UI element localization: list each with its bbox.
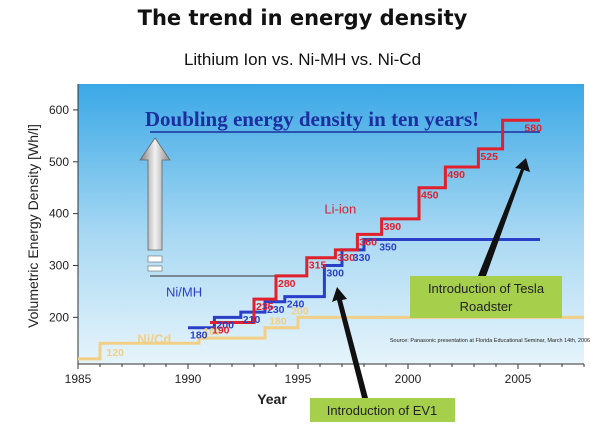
- data-label: 580: [524, 122, 542, 134]
- series-line-li-ion: [210, 118, 540, 325]
- y-tick-label: 400: [49, 207, 69, 221]
- data-label: 160: [203, 326, 221, 338]
- headline-annotation: Doubling energy density in ten years!: [145, 107, 479, 131]
- x-tick-label: 1990: [175, 372, 202, 386]
- data-label: 490: [447, 169, 465, 181]
- ev1-pointer-arrow: [332, 287, 368, 398]
- tesla-annotation-line1: Introduction of Tesla: [428, 281, 545, 296]
- y-tick-label: 500: [49, 155, 69, 169]
- data-label: 190: [212, 325, 230, 337]
- tesla-pointer-arrow: [478, 158, 530, 276]
- data-label: 230: [267, 304, 285, 316]
- tesla-annotation: Introduction of Tesla Roadster: [410, 276, 562, 318]
- tesla-annotation-line2: Roadster: [460, 299, 513, 314]
- data-label: 280: [278, 278, 296, 290]
- x-tick-label: 1985: [65, 372, 92, 386]
- data-label: 360: [359, 236, 377, 248]
- data-label: 200: [291, 305, 309, 317]
- data-label: 330: [353, 252, 371, 264]
- data-label: 180: [269, 316, 287, 328]
- x-tick-label: 2000: [395, 372, 422, 386]
- series-label: Ni/MH: [166, 285, 202, 300]
- series-label: Li-ion: [324, 202, 356, 217]
- data-label: 210: [243, 314, 261, 326]
- data-label: 300: [326, 267, 344, 279]
- ev1-annotation: Introduction of EV1: [310, 398, 455, 422]
- data-label: 525: [480, 151, 498, 163]
- x-axis-label: Year: [257, 391, 287, 407]
- y-tick-label: 200: [49, 310, 69, 324]
- data-label: 180: [190, 330, 208, 342]
- source-note: Source: Panasonic presentation at Florid…: [390, 338, 590, 344]
- y-axis-label: Volumetric Energy Density [Wh/l]: [25, 124, 41, 328]
- doubling-arrow: [139, 137, 171, 272]
- series-line-ni-cd: [78, 315, 584, 361]
- data-label: 330: [337, 252, 355, 264]
- series-label: Ni/Cd: [137, 331, 171, 346]
- data-label: 390: [384, 221, 402, 233]
- data-label: 235: [256, 301, 274, 313]
- axes: 1985 1990 1995 2000 2005 200 300 400 500 600: [49, 84, 585, 386]
- x-tick-label: 2005: [505, 372, 532, 386]
- y-tick-label: 600: [49, 103, 69, 117]
- ev1-annotation-text: Introduction of EV1: [327, 403, 438, 418]
- data-label: 120: [106, 347, 124, 359]
- x-tick-label: 1995: [285, 372, 312, 386]
- data-label: 450: [421, 190, 439, 202]
- chart-subtitle: Lithium Ion vs. Ni-MH vs. Ni-Cd: [183, 50, 422, 69]
- data-label: 350: [379, 242, 397, 254]
- chart-title: The trend in energy density: [137, 6, 468, 30]
- data-label: 315: [309, 260, 327, 272]
- data-label: 240: [287, 299, 305, 311]
- series-layer: [78, 118, 584, 361]
- data-label: 200: [216, 319, 234, 331]
- y-tick-label: 300: [49, 258, 69, 272]
